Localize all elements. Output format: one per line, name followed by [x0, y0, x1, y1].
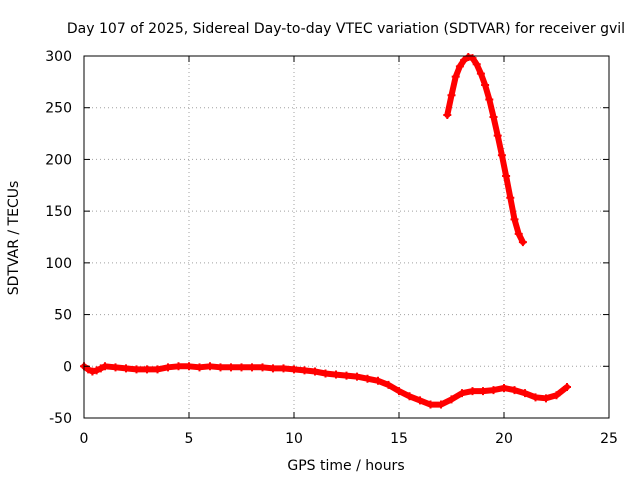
ticks: 0 5 10 15 20 25 -50 0 50 100 150 200 250 300 [45, 49, 618, 447]
data-point [101, 362, 109, 371]
data-point [353, 372, 361, 381]
y-tick-label: 250 [45, 101, 72, 117]
data-point [290, 365, 298, 374]
data-point [164, 363, 172, 372]
data-point [563, 382, 571, 391]
data-point [464, 53, 473, 62]
data-point [458, 389, 466, 398]
y-tick-label: 200 [45, 152, 72, 168]
data-point [502, 171, 511, 180]
data-point [489, 386, 498, 395]
data-point [96, 364, 105, 373]
data-point [489, 113, 498, 122]
x-tick-label: 15 [390, 431, 408, 447]
data-point [460, 56, 469, 65]
data-point [321, 369, 330, 378]
data-point [455, 62, 464, 71]
data-point [153, 365, 162, 374]
data-point [447, 91, 456, 100]
data-point [476, 69, 485, 78]
y-tick-label: -50 [49, 411, 72, 427]
data-point [248, 363, 256, 372]
data-point [451, 72, 460, 81]
data-point [497, 151, 506, 160]
data-point [92, 366, 101, 375]
data-point [506, 193, 515, 202]
data-point [206, 362, 214, 371]
data-point [500, 384, 508, 393]
data-point [481, 80, 490, 89]
data-point [111, 363, 120, 372]
plot-frame [83, 55, 610, 419]
data-point [447, 395, 456, 404]
x-tick-label: 25 [600, 431, 618, 447]
data-point [174, 362, 183, 371]
data-point [311, 367, 319, 376]
data-point [405, 392, 414, 401]
data-point [122, 364, 130, 373]
data-point [443, 110, 452, 119]
data-point [426, 400, 435, 409]
data-point [237, 363, 246, 372]
data-point [521, 389, 529, 398]
data-point [510, 386, 519, 395]
data-point [143, 365, 151, 374]
data-point [468, 54, 477, 63]
data-point [479, 387, 487, 396]
data-point [342, 371, 351, 380]
y-tick-label: 0 [63, 359, 72, 375]
x-tick-label: 0 [80, 431, 89, 447]
data-point [493, 131, 502, 140]
data-point [514, 229, 523, 238]
x-tick-label: 20 [495, 431, 513, 447]
data-point [395, 387, 403, 396]
data-point [258, 363, 267, 372]
data-point [269, 364, 277, 373]
data-point [518, 238, 527, 247]
data-point [485, 95, 494, 104]
data-point [279, 364, 288, 373]
data-point [185, 362, 193, 371]
y-axis-label: SDTVAR / TECUs [6, 181, 22, 296]
x-tick-label: 10 [285, 431, 303, 447]
data-point [216, 363, 225, 372]
data-point [437, 400, 445, 409]
data-point [510, 215, 519, 224]
data-point [332, 370, 340, 379]
data-point [384, 380, 393, 389]
x-axis-label: GPS time / hours [287, 458, 404, 474]
data-point [531, 393, 540, 402]
series-layer [80, 53, 571, 409]
y-tick-label: 50 [54, 308, 72, 324]
data-point [468, 387, 477, 396]
data-point [552, 391, 561, 400]
x-tick-label: 5 [185, 431, 194, 447]
data-point [416, 396, 424, 405]
chart-title: Day 107 of 2025, Sidereal Day-to-day VTE… [67, 21, 625, 37]
data-point [300, 366, 309, 375]
series-sdtvar-excursion [443, 53, 527, 247]
data-point [374, 376, 382, 385]
data-point [195, 363, 204, 372]
data-point [227, 363, 235, 372]
data-point [363, 374, 372, 383]
y-tick-label: 100 [45, 256, 72, 272]
grid-lines [84, 56, 609, 418]
series-sdtvar-main [80, 362, 571, 409]
data-point [132, 365, 141, 374]
y-tick-label: 300 [45, 49, 72, 65]
data-point [472, 60, 481, 69]
data-point [88, 367, 97, 376]
data-point [542, 394, 550, 403]
y-tick-label: 150 [45, 204, 72, 220]
